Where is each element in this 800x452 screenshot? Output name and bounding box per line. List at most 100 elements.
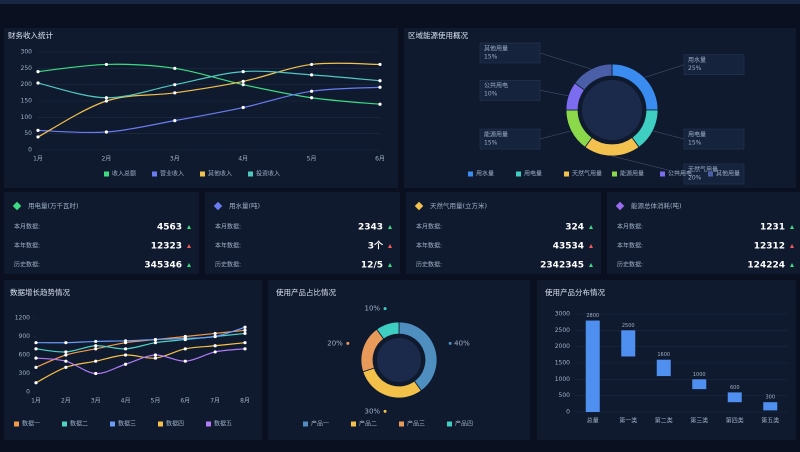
trend-arrow <box>388 263 392 267</box>
legend-label: 收入总额 <box>112 170 136 178</box>
legend-swatch <box>14 421 19 427</box>
row-label: 本年数据: <box>215 242 241 250</box>
y-tick-label: 0 <box>566 409 570 416</box>
point <box>153 353 158 357</box>
x-tick-label: 3月 <box>170 156 180 163</box>
card-icon <box>213 201 223 211</box>
value-label: 2500 <box>622 323 635 329</box>
point <box>36 128 40 132</box>
callout-value: 15% <box>484 53 498 60</box>
point <box>173 119 177 123</box>
panel-title: 数据增长趋势情况 <box>10 287 70 297</box>
value-label: 40% <box>454 339 470 347</box>
row-value: 12323 <box>151 242 182 252</box>
label-dot <box>346 341 350 345</box>
callout-line <box>539 89 569 97</box>
x-tick-label: 6月 <box>180 398 190 405</box>
callout-name: 其他用量 <box>484 44 508 52</box>
point <box>241 105 245 110</box>
y-tick-label: 1200 <box>15 315 30 322</box>
row-label: 本年数据: <box>416 242 442 250</box>
x-tick-label: 5月 <box>151 398 161 405</box>
x-tick-label: 第四类 <box>726 417 744 425</box>
point <box>243 347 247 351</box>
legend-swatch <box>660 171 665 177</box>
legend-label: 用水量 <box>476 170 494 178</box>
value-label: 10% <box>365 305 381 313</box>
point <box>310 89 314 93</box>
x-tick-label: 2月 <box>101 156 111 163</box>
callout-value: 10% <box>484 91 498 98</box>
y-tick-label: 500 <box>559 392 571 399</box>
point <box>94 347 98 351</box>
line <box>37 70 381 99</box>
pie-slice <box>574 63 613 91</box>
point <box>104 96 108 100</box>
line <box>35 326 246 344</box>
legend-label: 数据三 <box>118 420 136 428</box>
point <box>104 99 108 103</box>
y-tick-label: 1000 <box>555 376 570 383</box>
point <box>64 359 68 363</box>
point <box>94 359 98 363</box>
row-value: 2342345 <box>540 261 584 271</box>
row-label: 本月数据: <box>14 223 40 231</box>
card-title: 用水量(吨) <box>229 201 260 210</box>
row-value: 1231 <box>760 223 785 233</box>
point <box>378 85 382 89</box>
legend-swatch <box>612 171 617 177</box>
point <box>378 62 382 67</box>
card <box>205 192 400 274</box>
legend-swatch <box>468 171 473 177</box>
x-tick-label: 7月 <box>210 398 220 405</box>
legend-swatch <box>104 171 109 177</box>
x-tick-label: 5月 <box>307 156 317 163</box>
line <box>37 62 381 138</box>
card <box>4 192 199 274</box>
legend-swatch <box>303 421 308 427</box>
bar <box>763 402 778 411</box>
row-label: 本月数据: <box>215 223 241 231</box>
value-label: 20% <box>327 339 343 347</box>
legend-swatch <box>200 171 205 177</box>
row-label: 本月数据: <box>416 223 442 231</box>
callout-line <box>539 52 592 70</box>
bar <box>585 320 600 412</box>
line <box>35 329 246 368</box>
y-tick-label: 200 <box>21 81 33 88</box>
trend-arrow <box>589 225 593 229</box>
y-tick-label: 150 <box>21 98 33 105</box>
y-tick-label: 300 <box>21 49 33 56</box>
panel <box>4 28 398 188</box>
card-title: 天然气用量(立方米) <box>430 201 487 210</box>
x-tick-label: 第三类 <box>690 417 708 425</box>
callout-value: 25% <box>688 65 702 72</box>
row-label: 历史数据: <box>14 261 40 269</box>
legend-label: 其他用量 <box>716 170 740 178</box>
row-label: 本月数据: <box>617 223 643 231</box>
y-tick-label: 2500 <box>555 327 570 334</box>
callout-box <box>683 54 745 75</box>
legend-label: 数据四 <box>166 420 184 428</box>
legend-label: 投资收入 <box>256 170 280 178</box>
point <box>153 341 158 345</box>
bar <box>692 379 707 390</box>
x-tick-label: 1月 <box>33 156 43 163</box>
label-dot <box>448 341 452 345</box>
row-value: 345346 <box>144 261 182 271</box>
point <box>241 70 245 74</box>
point <box>36 135 40 139</box>
point <box>36 81 40 85</box>
legend-label: 营业收入 <box>160 170 184 178</box>
trend-arrow <box>388 244 392 248</box>
legend-swatch <box>708 171 713 177</box>
value-label: 600 <box>730 385 740 391</box>
callout-line <box>644 64 685 78</box>
x-tick-label: 第五类 <box>761 417 779 425</box>
legend-swatch <box>206 421 211 427</box>
callout-line <box>652 130 685 140</box>
point <box>94 371 98 376</box>
point <box>173 91 177 95</box>
panel-title: 使用产品占比情况 <box>276 287 336 297</box>
